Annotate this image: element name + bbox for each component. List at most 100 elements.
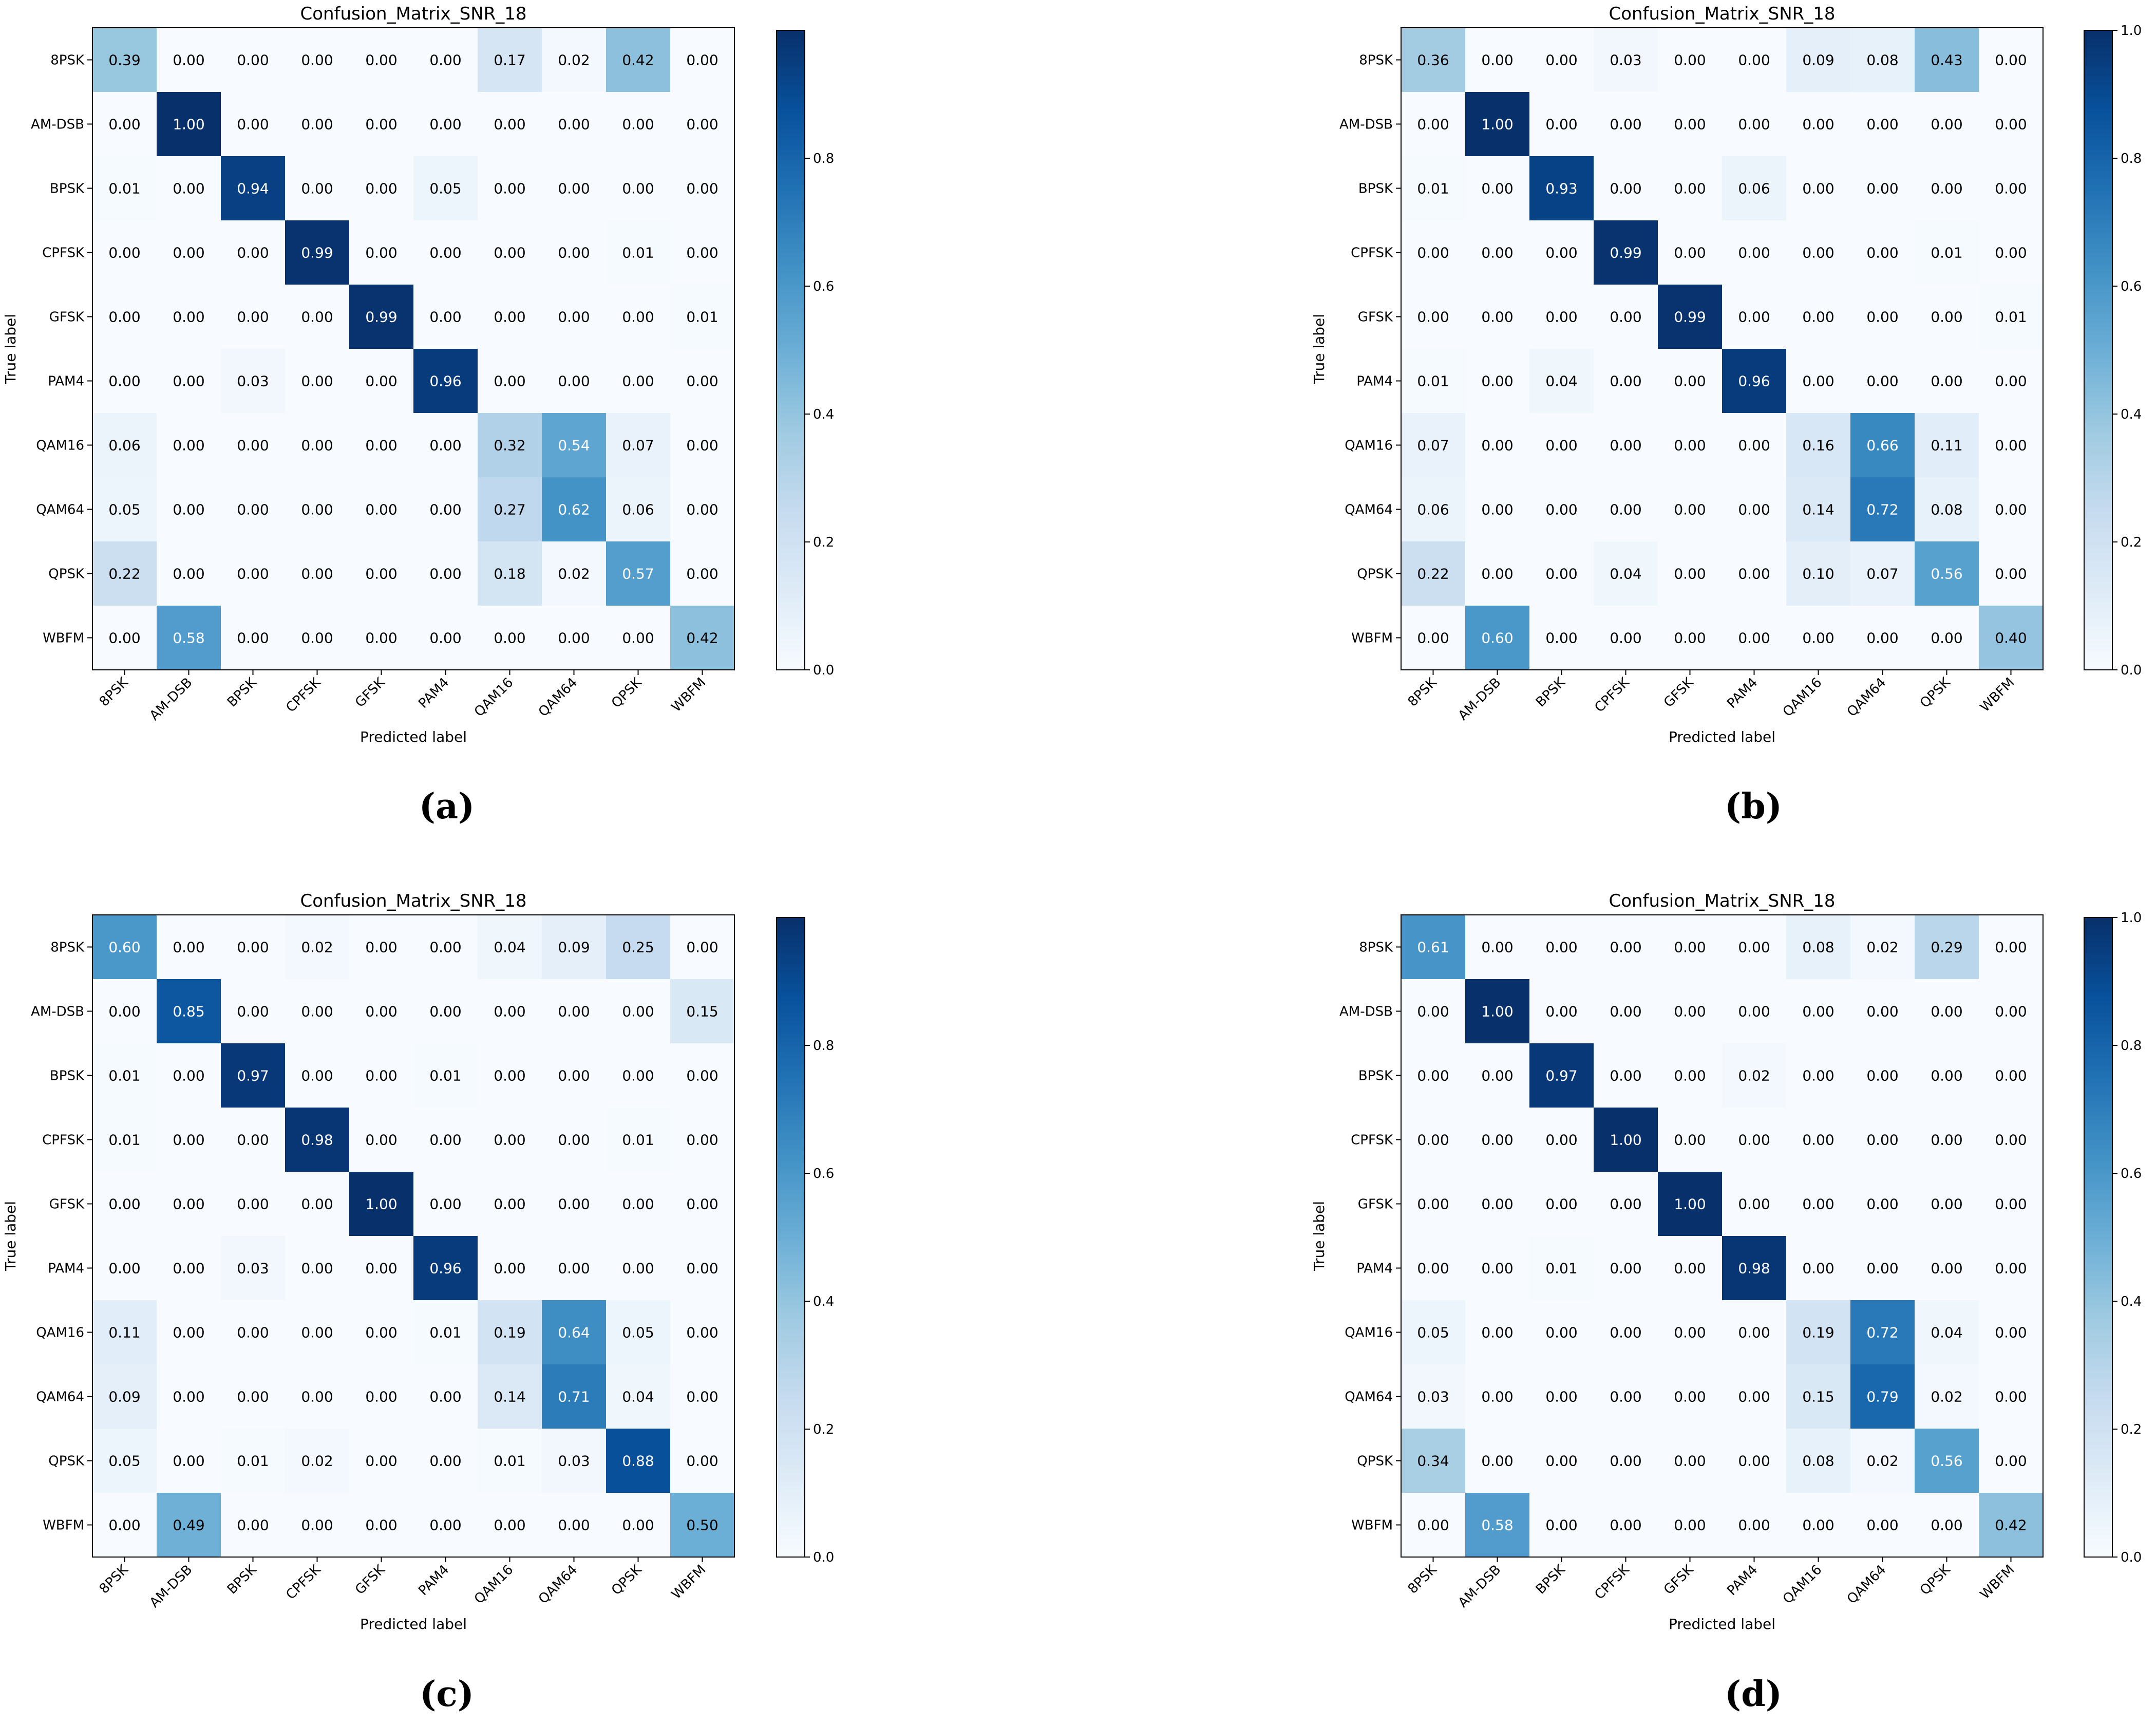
y-tick-label: GFSK bbox=[1358, 310, 1393, 325]
heatmap-cell bbox=[670, 979, 735, 1044]
heatmap-cell bbox=[1401, 1300, 1466, 1365]
heatmap-cell bbox=[349, 413, 414, 478]
cell-value-label: 0.00 bbox=[494, 180, 525, 197]
cell-value-label: 0.00 bbox=[1866, 1067, 1898, 1084]
cell-value-label: 0.00 bbox=[1995, 437, 2027, 454]
cell-value-label: 0.07 bbox=[1866, 566, 1898, 583]
heatmap-cell bbox=[1979, 979, 2044, 1044]
cell-value-label: 0.00 bbox=[1802, 1517, 1834, 1534]
cell-value-label: 0.00 bbox=[1995, 180, 2027, 197]
heatmap-cell bbox=[92, 979, 157, 1044]
cell-value-label: 0.00 bbox=[365, 1003, 397, 1020]
y-tick-label: WBFM bbox=[43, 1518, 84, 1533]
cell-value-label: 0.00 bbox=[237, 309, 269, 326]
cell-value-label: 0.22 bbox=[108, 566, 140, 583]
heatmap-cell bbox=[542, 477, 607, 542]
cell-value-label: 0.00 bbox=[1995, 1324, 2027, 1341]
cell-value-label: 0.00 bbox=[686, 1196, 718, 1213]
heatmap-cell bbox=[1786, 1236, 1851, 1301]
cell-value-label: 0.00 bbox=[1866, 116, 1898, 133]
cell-value-label: 0.00 bbox=[429, 1517, 461, 1534]
heatmap-cell bbox=[157, 349, 221, 414]
cell-value-label: 0.00 bbox=[1866, 309, 1898, 326]
cell-value-label: 0.00 bbox=[1545, 1196, 1577, 1213]
cell-value-label: 0.01 bbox=[1417, 180, 1449, 197]
colorbar-tick-label: 0.4 bbox=[2121, 407, 2142, 422]
cell-value-label: 0.96 bbox=[1738, 373, 1770, 390]
colorbar-tick-label: 0.0 bbox=[813, 663, 834, 678]
cell-value-label: 0.01 bbox=[237, 1453, 269, 1470]
heatmap-cell bbox=[478, 285, 542, 349]
cell-value-label: 0.40 bbox=[1995, 630, 2027, 647]
heatmap-cell bbox=[606, 285, 671, 349]
heatmap-cell bbox=[157, 92, 221, 157]
heatmap-cell bbox=[1529, 1108, 1594, 1172]
cell-value-label: 0.00 bbox=[494, 1196, 525, 1213]
cell-value-label: 0.00 bbox=[429, 939, 461, 956]
cell-value-label: 0.06 bbox=[622, 501, 654, 518]
cell-value-label: 0.00 bbox=[237, 1132, 269, 1149]
heatmap-cell bbox=[413, 1043, 478, 1108]
cell-value-label: 0.00 bbox=[1545, 309, 1577, 326]
y-tick-label: 8PSK bbox=[50, 940, 85, 955]
cell-value-label: 0.00 bbox=[173, 245, 204, 261]
cell-value-label: 0.00 bbox=[108, 1517, 140, 1534]
cell-value-label: 0.00 bbox=[1995, 1067, 2027, 1084]
cell-value-label: 0.00 bbox=[622, 309, 654, 326]
heatmap-cell bbox=[1850, 477, 1915, 542]
heatmap-cell bbox=[413, 1300, 478, 1365]
cell-value-label: 0.00 bbox=[365, 1517, 397, 1534]
heatmap-cell bbox=[670, 156, 735, 221]
cell-value-label: 0.71 bbox=[558, 1389, 590, 1405]
heatmap-cell bbox=[1401, 1236, 1466, 1301]
cell-value-label: 0.02 bbox=[558, 52, 590, 69]
heatmap-cell bbox=[221, 156, 286, 221]
heatmap-cell bbox=[670, 1493, 735, 1558]
heatmap-cell bbox=[1915, 915, 1979, 980]
heatmap-cell bbox=[1850, 1493, 1915, 1558]
cell-value-label: 0.01 bbox=[108, 1132, 140, 1149]
y-axis-title: True label bbox=[2, 314, 19, 384]
heatmap-cell bbox=[285, 606, 350, 670]
cell-value-label: 0.00 bbox=[1610, 309, 1641, 326]
y-tick-label: 8PSK bbox=[1359, 53, 1393, 68]
cell-value-label: 0.99 bbox=[1610, 245, 1641, 261]
cell-value-label: 0.00 bbox=[1802, 309, 1834, 326]
cell-value-label: 0.93 bbox=[1545, 180, 1577, 197]
x-tick-label: QAM64 bbox=[1844, 1562, 1889, 1607]
heatmap-cell bbox=[1850, 156, 1915, 221]
heatmap-cell bbox=[349, 541, 414, 606]
x-tick-label: CPFSK bbox=[1592, 1562, 1633, 1603]
colorbar-tick-label: 0.8 bbox=[2121, 151, 2142, 166]
cell-value-label: 0.00 bbox=[365, 1389, 397, 1405]
heatmap-cell bbox=[92, 1043, 157, 1108]
heatmap-cell bbox=[1658, 413, 1723, 478]
heatmap-cell bbox=[285, 156, 350, 221]
heatmap-cell bbox=[1850, 1108, 1915, 1172]
x-axis-title: Predicted label bbox=[360, 1616, 467, 1633]
heatmap-cell bbox=[1529, 28, 1594, 92]
cell-value-label: 0.00 bbox=[1481, 437, 1513, 454]
heatmap-cell bbox=[606, 477, 671, 542]
heatmap-cell bbox=[92, 541, 157, 606]
cell-value-label: 0.99 bbox=[301, 245, 333, 261]
heatmap-cell bbox=[157, 1300, 221, 1365]
heatmap-cell bbox=[1915, 606, 1979, 670]
heatmap-cell bbox=[413, 28, 478, 92]
cell-value-label: 0.00 bbox=[1674, 1003, 1706, 1020]
heatmap-cell bbox=[92, 92, 157, 157]
heatmap-cell bbox=[221, 285, 286, 349]
cell-value-label: 0.00 bbox=[1417, 1260, 1449, 1277]
heatmap-cell bbox=[1401, 1108, 1466, 1172]
heatmap-cell bbox=[413, 285, 478, 349]
y-axis-title: True label bbox=[1311, 1201, 1328, 1271]
cell-value-label: 0.00 bbox=[1931, 630, 1962, 647]
cell-value-label: 0.00 bbox=[558, 1003, 590, 1020]
panel-label-b: (b) bbox=[1725, 786, 1782, 827]
x-tick-label: QAM64 bbox=[536, 675, 581, 720]
plot-frame bbox=[92, 914, 735, 1558]
x-tick-label: BPSK bbox=[224, 1562, 260, 1597]
heatmap-cell bbox=[1529, 1043, 1594, 1108]
cell-value-label: 0.43 bbox=[1931, 52, 1962, 69]
